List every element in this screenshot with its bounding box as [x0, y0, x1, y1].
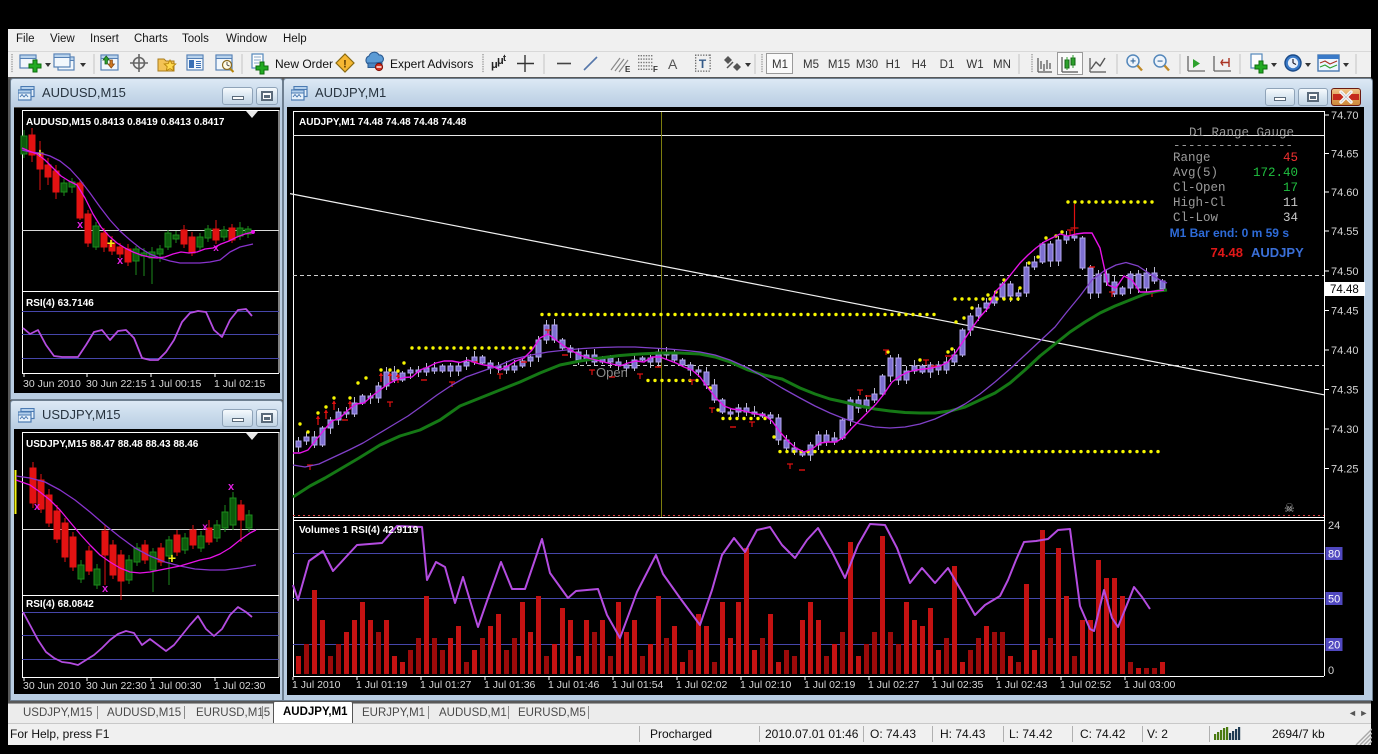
svg-text:x: x — [228, 481, 235, 493]
svg-text:1 Jul 01:54: 1 Jul 01:54 — [612, 679, 664, 691]
svg-text:172.40: 172.40 — [1253, 166, 1298, 180]
svg-text:20: 20 — [1328, 640, 1340, 652]
svg-text:x: x — [202, 522, 208, 533]
svg-text:D1: D1 — [940, 59, 955, 71]
svg-text:E: E — [625, 65, 631, 74]
svg-text:Volumes 1 RSI(4) 42.9119: Volumes 1 RSI(4) 42.9119 — [299, 525, 419, 536]
svg-text:RSI(4) 63.7146: RSI(4) 63.7146 — [26, 298, 94, 309]
svg-text:1 Jul 01:19: 1 Jul 01:19 — [356, 679, 408, 691]
svg-text:High-Cl: High-Cl — [1173, 196, 1226, 210]
svg-text:74.40: 74.40 — [1331, 345, 1359, 357]
svg-text:AUDJPY,M1 74.48 74.48 74.48 7: AUDJPY,M1 74.48 74.48 74.48 74.48 — [299, 117, 467, 128]
svg-text:μ: μ — [491, 59, 498, 71]
svg-text:74.48: 74.48 — [1210, 245, 1243, 260]
svg-text:W1: W1 — [966, 59, 983, 71]
svg-text:30 Jun 2010: 30 Jun 2010 — [23, 378, 81, 390]
svg-text:Avg(5): Avg(5) — [1173, 166, 1218, 180]
svg-text:1 Jul 02:43: 1 Jul 02:43 — [996, 679, 1048, 691]
svg-text:1 Jul 02:35: 1 Jul 02:35 — [932, 679, 984, 691]
svg-text:Cl-Low: Cl-Low — [1173, 211, 1219, 225]
svg-text:M1: M1 — [772, 59, 788, 71]
svg-text:74.60: 74.60 — [1331, 187, 1359, 199]
svg-text:1 Jul 03:00: 1 Jul 03:00 — [1124, 679, 1176, 691]
svg-text:RSI(4) 68.0842: RSI(4) 68.0842 — [26, 599, 94, 610]
svg-text:1 Jul 00:15: 1 Jul 00:15 — [150, 378, 202, 390]
svg-text:x: x — [213, 243, 219, 254]
svg-text:50: 50 — [1328, 594, 1340, 606]
svg-text:45: 45 — [1283, 151, 1298, 165]
svg-text:1 Jul 2010: 1 Jul 2010 — [292, 679, 341, 691]
svg-text:1 Jul 01:36: 1 Jul 01:36 — [484, 679, 536, 691]
svg-text:M30: M30 — [856, 59, 878, 71]
svg-text:17: 17 — [1283, 181, 1298, 195]
svg-text:30 Jun 2010: 30 Jun 2010 — [23, 680, 81, 692]
svg-text:+: + — [168, 550, 176, 566]
svg-text:1 Jul 02:27: 1 Jul 02:27 — [868, 679, 920, 691]
svg-text:30 Jun 22:30: 30 Jun 22:30 — [86, 680, 147, 692]
svg-text:☠: ☠ — [1284, 501, 1295, 515]
svg-text:USDJPY,M15 88.47 88.48 88.43: USDJPY,M15 88.47 88.48 88.43 88.46 — [26, 439, 199, 450]
svg-text:x: x — [102, 583, 109, 595]
svg-text:74.30: 74.30 — [1331, 424, 1359, 436]
svg-text:1 Jul 01:46: 1 Jul 01:46 — [548, 679, 600, 691]
svg-text:A: A — [668, 56, 678, 72]
svg-text:x: x — [34, 501, 41, 513]
svg-text:D1 Range Gauge: D1 Range Gauge — [1189, 126, 1294, 140]
svg-text:----------------: ---------------- — [1173, 139, 1293, 153]
svg-text:1 Jul 02:10: 1 Jul 02:10 — [740, 679, 792, 691]
svg-text:MN: MN — [993, 59, 1011, 71]
svg-text:74.35: 74.35 — [1331, 385, 1359, 397]
svg-text:F: F — [653, 65, 658, 74]
svg-text:11: 11 — [1283, 196, 1298, 210]
svg-text:74.65: 74.65 — [1331, 149, 1359, 161]
svg-text:74.48: 74.48 — [1330, 284, 1359, 296]
svg-text:30 Jun 22:15: 30 Jun 22:15 — [86, 378, 147, 390]
svg-text:1 Jul 02:02: 1 Jul 02:02 — [676, 679, 728, 691]
svg-text:−: − — [1157, 57, 1163, 68]
svg-text:80: 80 — [1328, 549, 1340, 561]
svg-text:34: 34 — [1283, 211, 1298, 225]
svg-text:x: x — [117, 255, 124, 267]
svg-text:74.25: 74.25 — [1331, 464, 1359, 476]
svg-text:T: T — [699, 57, 707, 71]
svg-text:+: + — [1130, 57, 1136, 68]
svg-text:74.45: 74.45 — [1331, 306, 1359, 318]
svg-text:1 Jul 02:15: 1 Jul 02:15 — [214, 378, 266, 390]
svg-text:74.55: 74.55 — [1331, 226, 1359, 238]
svg-text:74.70: 74.70 — [1331, 110, 1359, 122]
svg-text:+: + — [107, 235, 115, 251]
svg-text:Range: Range — [1173, 151, 1211, 165]
svg-text:AUDJPY: AUDJPY — [1251, 245, 1304, 260]
svg-text:74.50: 74.50 — [1331, 266, 1359, 278]
svg-text:M1 Bar end: 0 m 59 s: M1 Bar end: 0 m 59 s — [1170, 226, 1290, 240]
svg-text:H1: H1 — [886, 59, 901, 71]
svg-text:1 Jul 02:52: 1 Jul 02:52 — [1060, 679, 1112, 691]
svg-text:1 Jul 02:19: 1 Jul 02:19 — [804, 679, 856, 691]
svg-text:Open: Open — [596, 365, 628, 380]
svg-text:H4: H4 — [912, 59, 927, 71]
svg-text:1 Jul 00:30: 1 Jul 00:30 — [150, 680, 202, 692]
svg-text:1 Jul 01:27: 1 Jul 01:27 — [420, 679, 472, 691]
svg-text:!: ! — [343, 59, 347, 71]
svg-text:24: 24 — [1328, 520, 1340, 532]
svg-text:AUDUSD,M15 0.8413 0.8419 0.84: AUDUSD,M15 0.8413 0.8419 0.8413 0.8417 — [26, 117, 225, 128]
svg-text:M5: M5 — [803, 59, 819, 71]
svg-text:t: t — [503, 53, 506, 63]
svg-text:x: x — [77, 219, 84, 231]
svg-text:μ: μ — [497, 55, 504, 67]
svg-text:M15: M15 — [828, 59, 850, 71]
svg-text:1 Jul 02:30: 1 Jul 02:30 — [214, 680, 266, 692]
svg-text:Cl-Open: Cl-Open — [1173, 181, 1226, 195]
svg-text:0: 0 — [1328, 665, 1334, 677]
